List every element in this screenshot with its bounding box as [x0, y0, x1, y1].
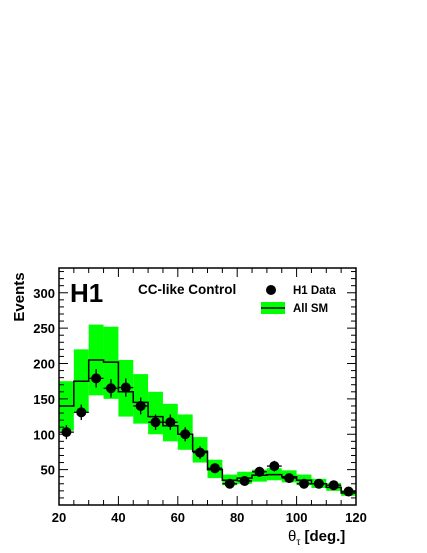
experiment-label: H1 — [70, 278, 103, 308]
data-point — [326, 480, 342, 491]
data-point — [341, 486, 356, 497]
x-tick-label: 20 — [52, 510, 66, 525]
x-tick-label: 120 — [345, 510, 367, 525]
data-point — [133, 397, 149, 415]
x-tick-label: 60 — [171, 510, 185, 525]
x-tick-label: 80 — [230, 510, 244, 525]
chart-title: CC-like Control — [138, 282, 236, 297]
data-point — [266, 460, 282, 472]
data-point — [207, 463, 223, 474]
data-point — [252, 466, 267, 477]
data-points — [59, 369, 356, 497]
data-point — [281, 473, 297, 484]
y-tick-label: 50 — [41, 463, 55, 478]
y-tick-label: 250 — [33, 321, 55, 336]
data-point — [88, 369, 104, 388]
data-point — [222, 478, 238, 489]
axes: 20 40 60 80 100 120 50 100 150 200 250 300 — [33, 267, 367, 525]
x-tick-label: 100 — [286, 510, 308, 525]
data-point — [177, 427, 193, 442]
x-axis-label-unit: [deg.] — [304, 528, 345, 545]
legend-sm-label: All SM — [293, 303, 328, 315]
legend-data-marker — [266, 285, 276, 295]
data-point — [148, 414, 163, 431]
legend-data-label: H1 Data — [293, 285, 336, 297]
data-point — [296, 478, 312, 489]
data-point — [118, 378, 134, 397]
y-axis-label: Events — [11, 272, 28, 321]
data-point — [192, 446, 208, 460]
data-point — [103, 379, 119, 398]
data-point — [237, 475, 253, 486]
x-axis-label: θτ [deg.] — [288, 528, 345, 548]
data-point — [73, 404, 89, 421]
y-tick-label: 100 — [33, 427, 55, 442]
y-tick-label: 300 — [33, 286, 55, 301]
x-axis-label-subscript: τ — [296, 537, 300, 548]
legend: H1 Data All SM — [261, 285, 336, 315]
y-tick-label: 150 — [33, 392, 55, 407]
data-point — [162, 414, 178, 431]
y-tick-label: 200 — [33, 357, 55, 372]
x-axis-label-symbol: θ — [288, 528, 296, 545]
x-tick-label: 40 — [111, 510, 125, 525]
data-point — [311, 478, 327, 489]
